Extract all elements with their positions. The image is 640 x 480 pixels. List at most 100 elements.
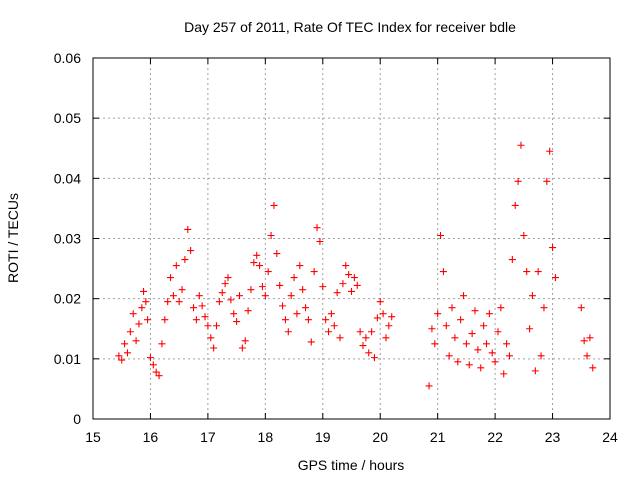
data-point bbox=[172, 262, 180, 270]
data-point bbox=[241, 337, 249, 345]
x-tick-label: 22 bbox=[487, 429, 503, 445]
data-point bbox=[135, 320, 143, 328]
data-point bbox=[178, 286, 186, 294]
grid-lines bbox=[93, 58, 610, 419]
data-point bbox=[543, 177, 551, 185]
data-point bbox=[213, 322, 221, 330]
data-point bbox=[293, 310, 301, 318]
data-point bbox=[210, 344, 218, 352]
data-point bbox=[342, 262, 350, 270]
data-point bbox=[534, 268, 542, 276]
data-point bbox=[362, 334, 370, 342]
x-tick-label: 20 bbox=[372, 429, 388, 445]
x-tick-label: 16 bbox=[143, 429, 159, 445]
data-point bbox=[376, 298, 384, 306]
data-point bbox=[385, 322, 393, 330]
data-point bbox=[425, 382, 433, 390]
data-point bbox=[511, 201, 519, 209]
data-point bbox=[144, 316, 152, 324]
data-point bbox=[551, 274, 559, 282]
x-tick-label: 15 bbox=[85, 429, 101, 445]
data-point bbox=[132, 337, 140, 345]
data-point bbox=[270, 201, 278, 209]
data-point bbox=[471, 307, 479, 315]
plot-frame bbox=[92, 57, 611, 420]
data-point bbox=[379, 310, 387, 318]
data-point bbox=[184, 225, 192, 233]
x-tick-label: 19 bbox=[315, 429, 331, 445]
data-point bbox=[526, 325, 534, 333]
data-point bbox=[528, 292, 536, 300]
data-point bbox=[233, 318, 241, 326]
data-point bbox=[482, 340, 490, 348]
data-point bbox=[503, 340, 511, 348]
data-point bbox=[140, 287, 148, 295]
data-point bbox=[451, 334, 459, 342]
data-point bbox=[448, 304, 456, 312]
data-point bbox=[167, 274, 175, 282]
data-point bbox=[546, 147, 554, 155]
x-tick-label: 21 bbox=[430, 429, 446, 445]
data-point bbox=[348, 287, 355, 295]
data-point bbox=[281, 316, 289, 324]
data-point bbox=[549, 244, 557, 252]
data-point bbox=[480, 322, 488, 330]
data-point bbox=[431, 340, 439, 348]
data-point bbox=[310, 268, 318, 276]
y-tick-label: 0.06 bbox=[54, 50, 81, 66]
data-point bbox=[316, 238, 324, 246]
y-tick-label: 0.05 bbox=[54, 110, 81, 126]
data-point bbox=[439, 268, 447, 276]
data-point bbox=[460, 292, 468, 300]
data-point bbox=[537, 352, 545, 360]
data-point bbox=[287, 292, 295, 300]
data-point bbox=[158, 340, 166, 348]
data-point bbox=[192, 316, 200, 324]
y-axis-ticks: 0 0.01 0.02 0.03 0.04 0.05 0.06 bbox=[54, 50, 610, 427]
data-point bbox=[523, 268, 531, 276]
data-point bbox=[276, 281, 284, 289]
data-point bbox=[356, 328, 364, 336]
data-point bbox=[256, 262, 264, 270]
data-point bbox=[201, 313, 209, 321]
data-point bbox=[491, 358, 499, 366]
data-point bbox=[494, 328, 502, 336]
data-point bbox=[307, 338, 315, 346]
data-point bbox=[187, 247, 195, 255]
data-point bbox=[500, 370, 508, 378]
data-point bbox=[520, 231, 528, 239]
data-point bbox=[190, 304, 198, 312]
data-point bbox=[261, 292, 269, 300]
data-point bbox=[497, 304, 505, 312]
data-point bbox=[514, 177, 522, 185]
data-point bbox=[253, 251, 261, 259]
data-point bbox=[238, 344, 246, 352]
data-point bbox=[284, 328, 292, 336]
data-point bbox=[540, 304, 548, 312]
data-point bbox=[235, 292, 243, 300]
data-point bbox=[445, 352, 453, 360]
data-point bbox=[221, 280, 229, 288]
data-point bbox=[365, 349, 373, 357]
data-point bbox=[505, 352, 513, 360]
data-point bbox=[175, 298, 183, 306]
data-point bbox=[290, 274, 298, 282]
data-point bbox=[230, 310, 238, 318]
data-point bbox=[296, 262, 304, 270]
data-point bbox=[207, 334, 215, 342]
data-point bbox=[428, 325, 436, 333]
x-tick-label: 24 bbox=[602, 429, 618, 445]
data-point bbox=[267, 231, 275, 239]
data-point bbox=[313, 224, 321, 232]
data-point bbox=[589, 364, 597, 372]
data-point bbox=[485, 310, 493, 318]
data-point bbox=[227, 296, 235, 304]
data-point bbox=[258, 283, 266, 291]
data-point bbox=[437, 231, 445, 239]
data-point bbox=[454, 358, 462, 366]
data-point bbox=[121, 340, 129, 348]
data-point bbox=[388, 313, 396, 321]
data-point bbox=[333, 289, 341, 297]
data-point bbox=[462, 340, 470, 348]
